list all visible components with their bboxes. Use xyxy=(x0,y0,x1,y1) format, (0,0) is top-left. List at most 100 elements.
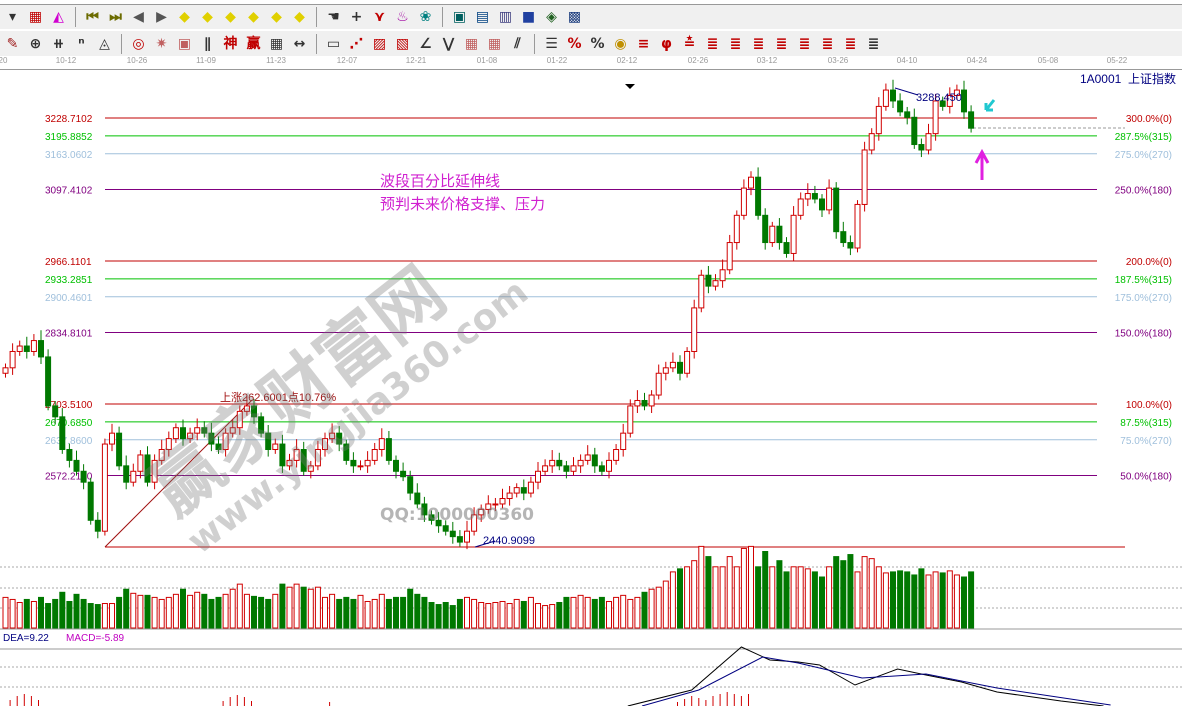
annotation-title: 波段百分比延伸线 xyxy=(380,172,501,190)
triangle-icon[interactable]: ◬ xyxy=(99,35,110,52)
volume-bar xyxy=(59,591,66,629)
period-icon[interactable]: ∥ xyxy=(204,35,211,52)
toolbar-separator xyxy=(534,33,535,54)
grid2-icon[interactable]: ▦ xyxy=(487,35,502,52)
level5-icon[interactable]: ≣ xyxy=(798,35,811,52)
candle-down xyxy=(180,427,186,440)
candle-up xyxy=(109,432,115,445)
volume-bar xyxy=(279,583,286,629)
dropdown-arrow-icon[interactable]: ▾ xyxy=(8,9,17,25)
circle-target-icon[interactable]: ◎ xyxy=(132,35,145,52)
candle-down xyxy=(414,492,421,505)
box-icon[interactable]: ▭ xyxy=(326,35,341,52)
win-icon[interactable]: 赢 xyxy=(246,35,261,52)
previous-icon[interactable]: ◀ xyxy=(133,9,144,25)
golden-icon[interactable]: φ xyxy=(661,35,672,52)
candle-down xyxy=(847,242,854,249)
radial-icon[interactable]: ✷ xyxy=(155,35,168,52)
candle-down xyxy=(116,432,123,467)
coin-icon[interactable]: ◉ xyxy=(614,35,627,52)
volume-bar xyxy=(371,598,378,629)
wave-percent-icon[interactable]: ≡ xyxy=(637,35,650,52)
volume-bar xyxy=(151,596,158,629)
volume-bar xyxy=(811,571,818,629)
level2-icon[interactable]: ≣ xyxy=(729,35,742,52)
percent-icon[interactable]: % xyxy=(590,35,605,52)
date-tick-label: 02-12 xyxy=(616,56,638,65)
candle-down xyxy=(279,443,286,467)
first-bar-icon[interactable]: ⏮ xyxy=(86,9,99,25)
wave-icon[interactable]: ⋁ xyxy=(442,35,455,52)
candle-down xyxy=(563,465,570,472)
print-icon[interactable]: ▩ xyxy=(567,9,582,25)
zoom-vertical-icon[interactable]: ◆ xyxy=(271,9,282,25)
level4-icon[interactable]: ≣ xyxy=(775,35,788,52)
candle-up xyxy=(527,481,534,494)
candle-down xyxy=(73,459,80,472)
candle-up xyxy=(868,133,875,151)
measure-icon[interactable]: ↔ xyxy=(293,35,306,52)
hand-icon[interactable]: ☚ xyxy=(327,9,340,25)
volume-bar xyxy=(485,603,492,629)
candlestick-chart[interactable]: 3228.7102 300.0%(0) 3195.8852 287.5%(315) 31… xyxy=(0,70,1182,706)
last-bar-icon[interactable]: ⏭ xyxy=(109,9,122,25)
pen-icon[interactable]: ✎ xyxy=(6,35,19,52)
ruler-icon[interactable]: ▦ xyxy=(269,35,284,52)
candle-up xyxy=(606,459,612,472)
angle-icon[interactable]: ∠ xyxy=(419,35,432,52)
god-icon[interactable]: 神 xyxy=(223,35,238,52)
chart-type-icon[interactable]: ▦ xyxy=(28,9,43,25)
candle-down xyxy=(350,459,357,467)
calendar-icon[interactable]: ▣ xyxy=(452,9,467,25)
list-icon[interactable]: ☰ xyxy=(545,35,558,52)
level7-icon[interactable]: ≣ xyxy=(844,35,857,52)
save-icon[interactable]: ■ xyxy=(521,9,536,25)
move-left-icon[interactable]: ◆ xyxy=(179,9,190,25)
volume-bar xyxy=(364,600,371,629)
gann-fan-icon[interactable]: ▧ xyxy=(395,35,410,52)
fan-icon[interactable]: ⋰ xyxy=(349,35,364,52)
crosshair-icon[interactable]: + xyxy=(350,9,363,25)
parallel-lines-icon[interactable]: ⧺ xyxy=(52,35,65,52)
volume-bar xyxy=(130,592,137,629)
volume-bar xyxy=(705,556,712,629)
candle-up xyxy=(861,149,868,205)
zoom-all-icon[interactable]: ◆ xyxy=(294,9,305,25)
volume-bar xyxy=(513,598,520,629)
level1-icon[interactable]: ≣ xyxy=(706,35,719,52)
shrink-horizontal-icon[interactable]: ◆ xyxy=(248,9,259,25)
level6-icon[interactable]: ≣ xyxy=(821,35,834,52)
pattern-icon[interactable]: ❀ xyxy=(419,9,432,25)
volume-bar xyxy=(421,596,428,629)
grid-icon[interactable]: ▦ xyxy=(464,35,479,52)
volume-bar xyxy=(499,600,506,629)
move-right-icon[interactable]: ◆ xyxy=(202,9,213,25)
up-icon[interactable]: ≛ xyxy=(683,35,696,52)
candle-up xyxy=(371,449,378,461)
level3-icon[interactable]: ≣ xyxy=(752,35,765,52)
calculator-icon[interactable]: ▤ xyxy=(475,9,490,25)
candle-down xyxy=(840,231,847,244)
power-icon[interactable]: ⁿ xyxy=(78,35,85,52)
candle-down xyxy=(890,89,896,102)
zoom-horizontal-icon[interactable]: ◆ xyxy=(225,9,236,25)
percent-tool-icon[interactable]: % xyxy=(567,35,582,52)
candle-up xyxy=(499,498,506,505)
line-draw-icon[interactable]: ⋎ xyxy=(373,9,386,25)
circle-grid-icon[interactable]: ⊕ xyxy=(29,35,42,52)
notes-icon[interactable]: ▥ xyxy=(498,9,513,25)
high-leader-line xyxy=(894,87,919,96)
next-icon[interactable]: ▶ xyxy=(156,9,167,25)
level8-icon[interactable]: ≣ xyxy=(867,35,880,52)
candle-up xyxy=(130,470,137,483)
network-icon[interactable]: ◈ xyxy=(546,9,557,25)
volume-bar xyxy=(861,556,868,629)
channel-icon[interactable]: ⫽ xyxy=(514,35,521,52)
gann-box-icon[interactable]: ▨ xyxy=(372,35,387,52)
candle-up xyxy=(322,438,328,451)
volume-bar xyxy=(939,572,946,629)
macd-value: MACD=-5.89 xyxy=(66,633,125,644)
indicator-color-icon[interactable]: ◭ xyxy=(53,9,64,25)
stamp-icon[interactable]: ♨ xyxy=(396,9,409,25)
square-target-icon[interactable]: ▣ xyxy=(177,35,192,52)
